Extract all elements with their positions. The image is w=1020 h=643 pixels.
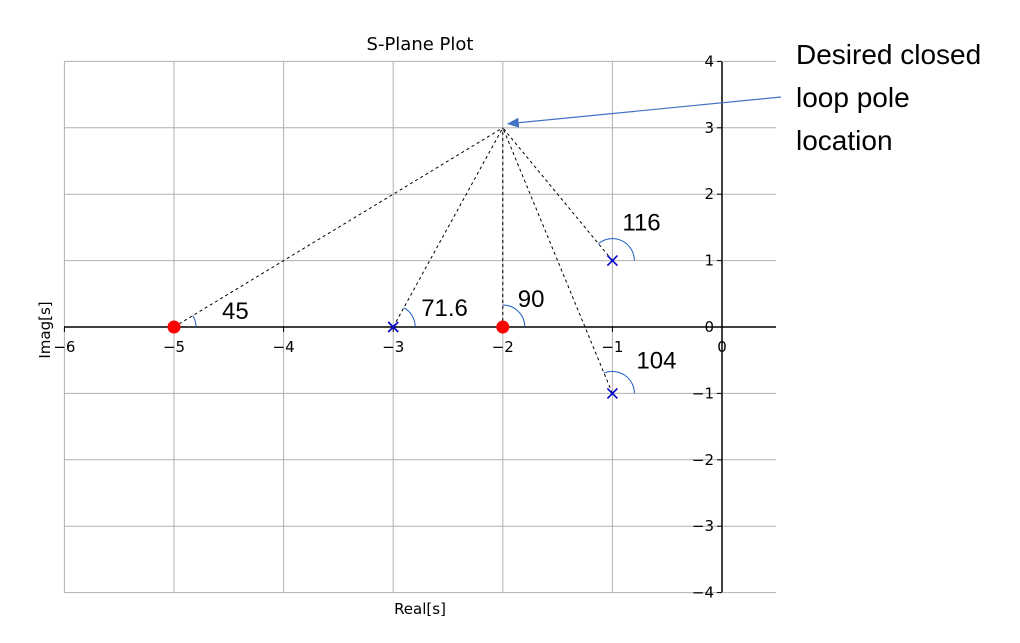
zero-marker [167,320,181,334]
angle-arc [603,370,635,394]
y-axis-label: Imag[s] [36,301,54,358]
y-tick-label: 1 [704,252,714,270]
pole-zero-markers [167,255,618,399]
pole-stroke [606,387,618,399]
annotation: Desired closed loop pole location [506,39,981,156]
y-tick-label: 3 [704,119,714,137]
x-tick-label: −1 [601,338,623,356]
pole-marker [387,321,399,333]
tick-labels: −6 −5 −4 −3 −2 −1 0 −4 −3 −2 −1 0 1 2 3 4 [53,52,726,601]
pole-stroke [387,321,399,333]
dashed-angle-line [392,127,504,328]
pole-marker [606,387,618,399]
angle-arc [502,304,526,328]
y-tick-label: 4 [704,52,714,70]
angle-labels: 45 71.6 90 116 104 [222,210,676,375]
pole-stroke [606,255,618,267]
zero-marker [496,320,510,334]
x-axis-label: Real[s] [394,600,446,618]
annotation-line: location [796,125,893,156]
chart-title: S-Plane Plot [367,34,474,55]
pole-marker [606,255,618,267]
y-tick-label: −3 [692,517,714,535]
x-tick-label: −5 [163,338,185,356]
annotation-line: loop pole [796,82,910,113]
x-tick-label: 0 [717,338,727,356]
y-tick-label: 2 [704,185,714,203]
y-tick-label: 0 [704,318,714,336]
angle-arcs [192,238,635,394]
angle-label: 71.6 [421,295,468,322]
grid-lines [63,60,776,594]
x-tick-label: −4 [273,338,295,356]
angle-label: 45 [222,298,249,325]
angle-label: 116 [622,210,660,237]
dashed-angle-line [502,127,613,261]
angle-lines [173,127,613,394]
dashed-angle-line [173,127,504,328]
angle-label: 104 [636,347,676,374]
y-tick-label: −2 [692,451,714,469]
y-tick-label: −4 [692,584,714,602]
y-tick-label: −1 [692,384,714,402]
annotation-line: Desired closed [796,39,981,70]
x-tick-label: −6 [53,338,75,356]
angle-arc [598,238,635,261]
angle-arc [403,307,416,328]
angle-label: 90 [518,286,545,313]
annotation-arrow [506,96,782,128]
axes [63,60,776,594]
angle-arc [192,315,197,328]
x-tick-label: −3 [382,338,404,356]
x-tick-label: −2 [492,338,514,356]
